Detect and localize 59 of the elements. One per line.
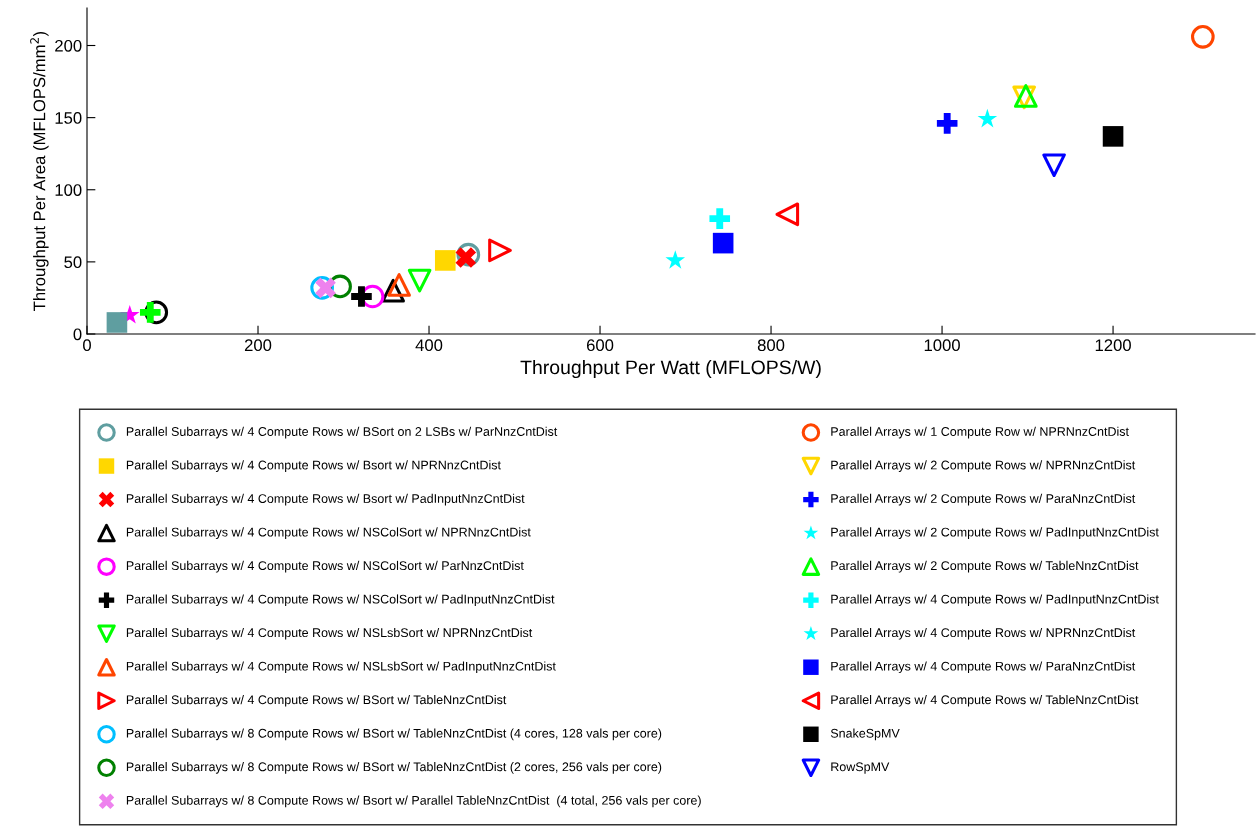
legend-label: SnakeSpMV [830, 728, 900, 741]
x-tick-label: 600 [586, 339, 614, 352]
x-tick-label: 400 [415, 339, 443, 352]
point [434, 250, 456, 271]
legend-label: Parallel Arrays w/ 4 Compute Rows w/ NPRNnzCntDist [831, 627, 1136, 640]
legend-label: Parallel Arrays w/ 4 Compute Rows w/ ParaNnzCntDist [831, 661, 1136, 674]
y-tick-label: 200 [55, 39, 82, 52]
legend-label: Parallel Subarrays w/ 8 Compute Rows w/ BSort w/ TableNnzCntDist (2 cores, 256 vals per core) [126, 762, 662, 774]
point [144, 300, 169, 325]
point [977, 108, 998, 128]
point [106, 312, 128, 333]
point [455, 247, 477, 268]
x-tick-label: 1000 [924, 339, 960, 352]
x-tick-label: 0 [83, 339, 91, 352]
x-axis-title: Throughput Per Watt (MFLOPS/W) [520, 359, 821, 379]
y-tick-label: 0 [73, 328, 82, 341]
point [139, 302, 161, 323]
point [328, 274, 352, 299]
legend-label: Parallel Subarrays w/ 4 Compute Rows w/ Bsort w/ PadInputNnzCntDist [126, 493, 525, 506]
point [387, 273, 411, 297]
x-tick-label: 200 [244, 339, 272, 352]
point [315, 277, 336, 299]
point [712, 232, 734, 254]
legend-label: Parallel Subarrays w/ 4 Compute Rows w/ NSColSort w/ ParNnzCntDist [126, 560, 524, 573]
y-tick-label: 150 [55, 112, 82, 124]
x-tick-label: 800 [757, 339, 785, 352]
legend-label: Parallel Arrays w/ 2 Compute Rows w/ ParaNnzCntDist [831, 493, 1136, 506]
y-tick-label: 100 [55, 184, 82, 196]
legend-label: RowSpMV [831, 762, 890, 774]
legend-label: Parallel Arrays w/ 2 Compute Rows w/ NPRNnzCntDist [831, 460, 1136, 472]
legend-label: Parallel Subarrays w/ 4 Compute Rows w/ NSLsbSort w/ PadInputNnzCntDist [126, 661, 556, 674]
legend-label: Parallel Arrays w/ 1 Compute Row w/ NPRNnzCntDist [831, 426, 1129, 439]
legend-label: Parallel Arrays w/ 2 Compute Rows w/ TableNnzCntDist [831, 560, 1139, 573]
point [775, 202, 800, 227]
point [1042, 153, 1066, 178]
point [456, 242, 481, 267]
legend-label: Parallel Subarrays w/ 4 Compute Rows w/ BSort w/ TableNnzCntDist [126, 694, 507, 707]
legend-label: Parallel Subarrays w/ 4 Compute Rows w/ Bsort w/ NPRNnzCntDist [126, 460, 501, 472]
legend-label: Parallel Subarrays w/ 4 Compute Rows w/ NSColSort w/ PadInputNnzCntDist [126, 594, 555, 607]
point [1191, 25, 1215, 49]
legend-label: Parallel Arrays w/ 2 Compute Rows w/ PadInputNnzCntDist [831, 527, 1159, 539]
point [310, 276, 334, 300]
legend-label: Parallel Subarrays w/ 4 Compute Rows w/ NSColSort w/ NPRNnzCntDist [126, 527, 531, 539]
legend-label: Parallel Subarrays w/ 4 Compute Rows w/ BSort on 2 LSBs w/ ParNnzCntDist [126, 426, 558, 439]
point [1102, 126, 1124, 147]
legend-label: Parallel Subarrays w/ 8 Compute Rows w/ BSort w/ TableNnzCntDist (4 cores, 128 vals per core) [126, 728, 662, 741]
legend-label: Parallel Subarrays w/ 8 Compute Rows w/ Bsort w/ Parallel TableNnzCntDist (4 total, 256 vals per core) [126, 795, 701, 808]
legend-label: Parallel Subarrays w/ 4 Compute Rows w/ NSLsbSort w/ NPRNnzCntDist [126, 627, 533, 640]
point [407, 268, 432, 293]
y-axis-title: Throughput Per Area (MFLOPS/mm$^{2}$) [30, 31, 49, 311]
point [351, 286, 372, 307]
legend-label: Parallel Arrays w/ 4 Compute Rows w/ TableNnzCntDist [831, 694, 1139, 707]
x-tick-label: 1200 [1095, 339, 1131, 352]
point [488, 238, 512, 263]
legend-label: Parallel Arrays w/ 4 Compute Rows w/ PadInputNnzCntDist [831, 594, 1159, 607]
point [936, 113, 958, 134]
point [665, 250, 686, 269]
y-tick-label: 50 [64, 256, 82, 269]
point [709, 208, 731, 229]
